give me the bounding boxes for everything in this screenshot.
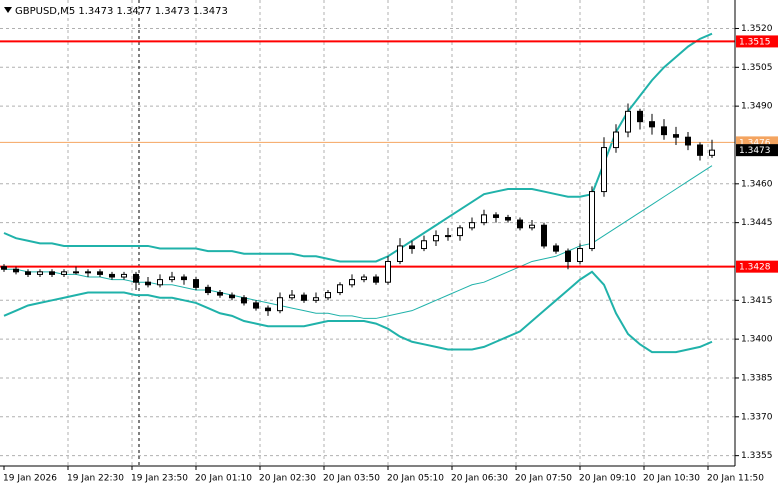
x-tick-label: 20 Jan 11:50 xyxy=(707,474,764,484)
bollinger-band xyxy=(3,270,713,354)
candle-body xyxy=(541,224,547,247)
candle-body xyxy=(421,240,427,250)
x-tick-label: 19 Jan 22:30 xyxy=(67,474,124,484)
candle-body xyxy=(217,292,223,296)
candle-body xyxy=(205,286,211,294)
price-tag xyxy=(736,35,778,48)
candle-body xyxy=(25,271,31,275)
candle-body xyxy=(433,235,439,242)
candle-body xyxy=(241,297,247,304)
candle-body xyxy=(625,110,631,133)
candle-body xyxy=(673,134,679,138)
candle-body xyxy=(109,273,115,278)
x-tick-label: 20 Jan 01:10 xyxy=(195,474,252,484)
x-tick-label: 19 Jan 23:50 xyxy=(131,474,188,484)
candle-body xyxy=(577,248,583,262)
price-tag xyxy=(736,144,778,157)
x-tick-label: 19 Jan 2026 xyxy=(3,474,57,484)
candle-body xyxy=(397,245,403,262)
candle-body xyxy=(409,245,415,250)
x-tick-label: 20 Jan 05:10 xyxy=(387,474,444,484)
candle-body xyxy=(193,279,199,288)
grid xyxy=(0,0,735,466)
chart-title: GBPUSD,M5 1.3473 1.3477 1.3473 1.3473 xyxy=(15,6,228,17)
candle-body xyxy=(85,271,91,274)
candle-body xyxy=(73,271,79,274)
candle-body xyxy=(553,245,559,252)
x-tick-label: 20 Jan 06:30 xyxy=(451,474,508,484)
x-tick-label: 20 Jan 09:10 xyxy=(579,474,636,484)
candle-body xyxy=(445,235,451,238)
y-tick-label: 1.3385 xyxy=(741,373,773,383)
candle-body xyxy=(61,271,67,275)
candle-body xyxy=(313,297,319,301)
candle-body xyxy=(637,110,643,123)
candle-body xyxy=(301,294,307,301)
candle-body xyxy=(181,276,187,281)
candle-body xyxy=(121,273,127,278)
candle-body xyxy=(373,276,379,283)
price-tag-label: 1.3515 xyxy=(739,37,771,47)
candle-body xyxy=(37,271,43,275)
candle-body xyxy=(529,224,535,229)
y-tick-label: 1.3400 xyxy=(741,335,773,345)
candle-body xyxy=(145,281,151,286)
candle-body xyxy=(685,136,691,146)
y-tick-label: 1.3370 xyxy=(741,412,773,422)
candle-body xyxy=(697,144,703,156)
candle-body xyxy=(157,279,163,286)
y-tick-label: 1.3355 xyxy=(741,451,773,461)
candle-body xyxy=(613,131,619,149)
candle-body xyxy=(133,273,139,283)
candle-body xyxy=(589,191,595,250)
candle-body xyxy=(97,271,103,275)
candle-body xyxy=(13,268,19,273)
candle-body xyxy=(277,297,283,312)
candle-body xyxy=(265,307,271,312)
y-tick-label: 1.3460 xyxy=(741,179,773,189)
y-tick-label: 1.3445 xyxy=(741,218,773,228)
x-tick-label: 20 Jan 07:50 xyxy=(515,474,572,484)
candle-body xyxy=(361,276,367,281)
candle-body xyxy=(601,147,607,193)
candle-body xyxy=(337,284,343,294)
candle-body xyxy=(229,294,235,299)
candle-body xyxy=(469,222,475,229)
menu-arrow[interactable] xyxy=(4,7,12,13)
candle-body xyxy=(349,279,355,286)
x-tick-label: 20 Jan 03:50 xyxy=(323,474,380,484)
y-tick-label: 1.3505 xyxy=(741,63,773,73)
y-tick-label: 1.3490 xyxy=(741,102,773,112)
candle-body xyxy=(649,121,655,128)
x-tick-label: 20 Jan 02:30 xyxy=(259,474,316,484)
candle-body xyxy=(493,214,499,218)
candle-body xyxy=(169,276,175,281)
bollinger-band xyxy=(3,32,713,263)
candle-body xyxy=(325,292,331,299)
candle-body xyxy=(517,219,523,229)
y-tick-label: 1.3520 xyxy=(741,24,773,34)
candle-body xyxy=(505,216,511,221)
candle-body xyxy=(385,260,391,283)
candle-body xyxy=(457,227,463,237)
candle-body xyxy=(709,149,715,156)
candle-body xyxy=(289,294,295,299)
candle-body xyxy=(49,271,55,275)
candle-body xyxy=(661,126,667,136)
y-tick-label: 1.3415 xyxy=(741,296,773,306)
plot xyxy=(0,32,735,354)
candle-body xyxy=(481,214,487,224)
price-tag xyxy=(736,260,778,273)
x-tick-label: 20 Jan 10:30 xyxy=(643,474,700,484)
price-tag-label: 1.3476 xyxy=(739,138,771,148)
candle-body xyxy=(1,266,7,270)
price-tag-label: 1.3473 xyxy=(739,146,771,156)
price-tag-label: 1.3428 xyxy=(739,263,771,273)
candle-body xyxy=(565,250,571,262)
candle-body xyxy=(253,302,259,309)
